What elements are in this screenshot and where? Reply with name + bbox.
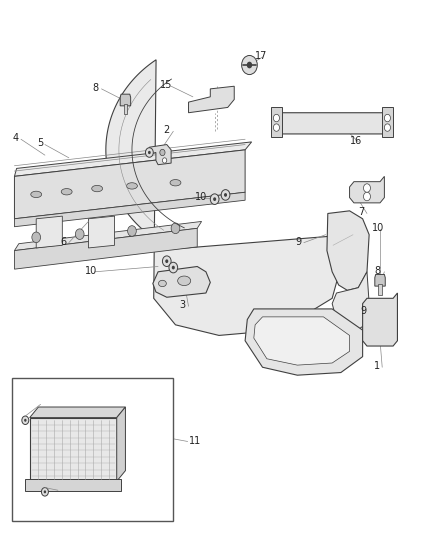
Text: 16: 16 <box>350 136 363 146</box>
Text: 1: 1 <box>374 361 380 371</box>
Polygon shape <box>245 309 363 375</box>
Circle shape <box>273 114 279 122</box>
Text: 6: 6 <box>60 237 66 247</box>
Bar <box>12 378 173 521</box>
Circle shape <box>165 260 168 263</box>
Circle shape <box>242 55 257 75</box>
Text: 9: 9 <box>296 237 302 247</box>
Polygon shape <box>188 86 234 113</box>
Text: 10: 10 <box>195 191 207 201</box>
Ellipse shape <box>127 183 138 189</box>
Polygon shape <box>254 317 350 365</box>
Circle shape <box>162 256 171 266</box>
Circle shape <box>75 229 84 239</box>
Polygon shape <box>14 221 201 251</box>
Circle shape <box>171 223 180 233</box>
Text: 10: 10 <box>85 266 97 276</box>
Polygon shape <box>30 418 117 481</box>
Ellipse shape <box>31 191 42 198</box>
Text: 9: 9 <box>360 305 367 316</box>
Circle shape <box>145 148 153 157</box>
Ellipse shape <box>159 280 166 287</box>
Circle shape <box>221 190 230 200</box>
Text: 4: 4 <box>12 133 18 143</box>
Ellipse shape <box>92 185 102 192</box>
Ellipse shape <box>178 276 191 286</box>
Circle shape <box>364 184 371 192</box>
Circle shape <box>160 149 165 156</box>
Polygon shape <box>14 150 245 219</box>
Text: 3: 3 <box>179 300 185 310</box>
Polygon shape <box>363 293 397 346</box>
Polygon shape <box>350 176 385 203</box>
Circle shape <box>42 488 48 496</box>
Text: 10: 10 <box>372 223 385 233</box>
Text: 15: 15 <box>160 80 173 90</box>
Polygon shape <box>36 216 62 248</box>
Text: 8: 8 <box>92 83 98 93</box>
Text: 5: 5 <box>37 139 43 149</box>
Circle shape <box>224 193 227 197</box>
Polygon shape <box>30 407 125 418</box>
Circle shape <box>44 490 46 494</box>
Circle shape <box>127 225 136 236</box>
Polygon shape <box>332 272 369 333</box>
Circle shape <box>148 151 151 154</box>
Polygon shape <box>273 108 391 134</box>
Polygon shape <box>14 228 197 269</box>
Polygon shape <box>117 407 125 481</box>
Text: 8: 8 <box>375 266 381 276</box>
Polygon shape <box>25 479 121 491</box>
Circle shape <box>273 124 279 131</box>
Circle shape <box>162 158 167 163</box>
Polygon shape <box>382 108 393 136</box>
Circle shape <box>22 416 29 424</box>
Polygon shape <box>149 144 171 165</box>
Circle shape <box>385 124 391 131</box>
Polygon shape <box>14 192 245 227</box>
Polygon shape <box>120 94 131 106</box>
Polygon shape <box>14 142 252 176</box>
Ellipse shape <box>61 189 72 195</box>
Polygon shape <box>153 266 210 297</box>
Circle shape <box>364 192 371 201</box>
Polygon shape <box>271 108 282 136</box>
Text: 2: 2 <box>164 125 170 135</box>
Circle shape <box>24 419 27 422</box>
Polygon shape <box>327 211 369 290</box>
Bar <box>378 284 382 295</box>
Circle shape <box>32 232 41 243</box>
Circle shape <box>210 194 219 205</box>
Polygon shape <box>375 274 385 286</box>
Text: 17: 17 <box>254 51 267 61</box>
Circle shape <box>172 266 175 269</box>
Circle shape <box>247 62 252 68</box>
Circle shape <box>213 197 216 201</box>
Ellipse shape <box>170 180 181 186</box>
Text: 7: 7 <box>358 207 364 217</box>
Bar <box>124 104 127 114</box>
Circle shape <box>385 114 391 122</box>
Text: 11: 11 <box>188 437 201 447</box>
Polygon shape <box>106 60 350 335</box>
Polygon shape <box>88 216 115 248</box>
Circle shape <box>169 262 178 273</box>
